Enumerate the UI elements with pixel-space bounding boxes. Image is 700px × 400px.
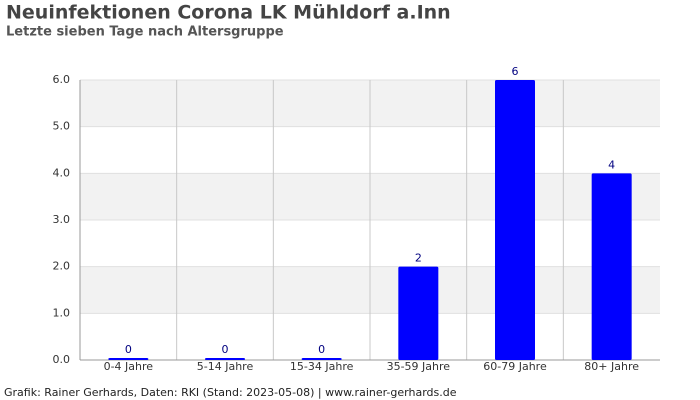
- x-tick-label: 0-4 Jahre: [104, 360, 154, 373]
- bar: [301, 358, 342, 360]
- y-tick-label: 5.0: [53, 120, 71, 133]
- value-label: 2: [415, 252, 422, 265]
- y-tick-label: 3.0: [53, 213, 71, 226]
- x-tick-label: 80+ Jahre: [584, 360, 639, 373]
- y-tick-label: 2.0: [53, 260, 71, 273]
- bar: [108, 358, 149, 360]
- bar: [205, 358, 245, 360]
- chart-title: Neuinfektionen Corona LK Mühldorf a.Inn: [6, 2, 451, 24]
- y-tick-label: 4.0: [53, 166, 71, 179]
- bar: [398, 266, 439, 360]
- value-label: 0: [125, 343, 132, 356]
- y-tick-label: 0.0: [53, 353, 71, 366]
- y-tick-label: 6.0: [53, 73, 71, 86]
- bar: [495, 80, 535, 360]
- y-tick-label: 1.0: [53, 306, 71, 319]
- x-tick-label: 15-34 Jahre: [290, 360, 354, 373]
- value-label: 4: [608, 158, 615, 171]
- x-tick-label: 60-79 Jahre: [483, 360, 547, 373]
- chart-subtitle: Letzte sieben Tage nach Altersgruppe: [6, 25, 284, 40]
- bar: [591, 173, 632, 360]
- x-tick-label: 35-59 Jahre: [387, 360, 451, 373]
- value-label: 0: [222, 343, 229, 356]
- x-tick-label: 5-14 Jahre: [197, 360, 254, 373]
- value-label: 0: [318, 343, 325, 356]
- footer: Grafik: Rainer Gerhards, Daten: RKI (Sta…: [4, 386, 457, 399]
- value-label: 6: [512, 65, 519, 78]
